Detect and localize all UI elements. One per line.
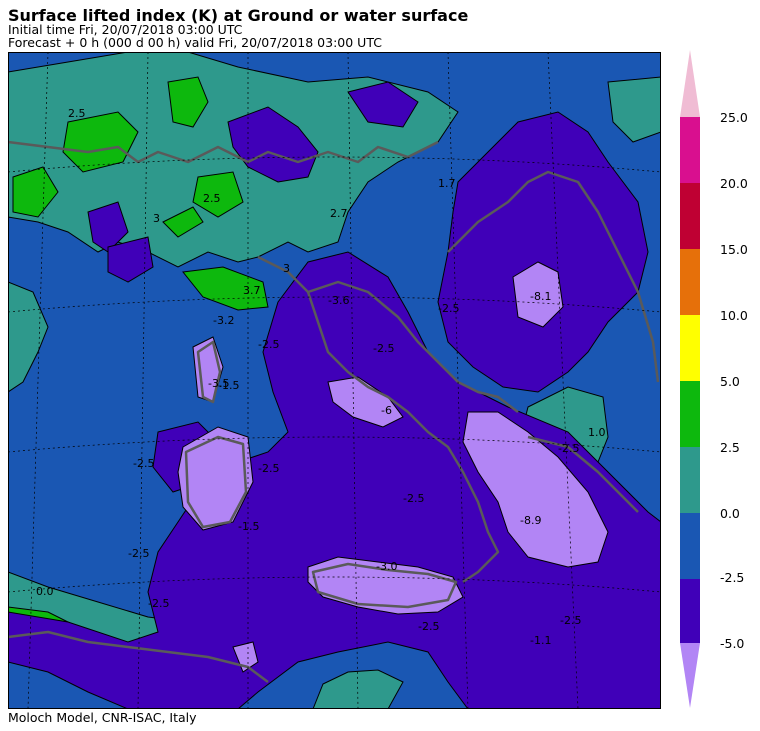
- model-credit: Moloch Model, CNR-ISAC, Italy: [8, 710, 197, 725]
- contour-label: -8.1: [530, 290, 551, 303]
- colorbar-tick: 2.5: [720, 440, 740, 455]
- contour-label: 0.0: [36, 585, 54, 598]
- colorbar-tick: 20.0: [720, 176, 748, 191]
- green-patch-2: [62, 111, 139, 173]
- colorbar-tick: 15.0: [720, 242, 748, 257]
- colorbar-tick: 25.0: [720, 110, 748, 125]
- map-frame: [8, 52, 661, 709]
- teal-region-northeast: [607, 76, 661, 143]
- contour-label: 3.7: [243, 284, 261, 297]
- contour-label: 1.0: [588, 426, 606, 439]
- contour-label: 3: [283, 262, 290, 275]
- colorbar-tick: 10.0: [720, 308, 748, 323]
- contour-label: -1.1: [530, 634, 551, 647]
- contour-label: -1.5: [218, 379, 239, 392]
- colorbar-bin-15-20: [680, 183, 700, 249]
- contour-label: -3.0: [376, 560, 397, 573]
- contour-label: 2.5: [203, 192, 221, 205]
- purple-region-north-3: [347, 81, 419, 128]
- colorbar-bin-5-10: [680, 315, 700, 381]
- contour-label: -6: [381, 404, 392, 417]
- green-patch-5: [162, 206, 204, 238]
- contour-label: 2.7: [330, 207, 348, 220]
- contour-label: -8.9: [520, 514, 541, 527]
- green-patch-3: [12, 166, 59, 218]
- contour-label: -3.6: [328, 294, 349, 307]
- lavender-region-sardinia: [177, 426, 254, 531]
- contour-label: -1.5: [238, 520, 259, 533]
- contour-label: -3.2: [213, 314, 234, 327]
- contour-label: -2.5: [258, 462, 279, 475]
- lavender-region-balkans: [512, 261, 564, 328]
- forecast-label: Forecast + 0 h (000 d 00 h) valid Fri, 2…: [8, 35, 382, 50]
- coastlines: [8, 140, 660, 683]
- contour-label: -2.5: [438, 302, 459, 315]
- green-patch-6: [182, 266, 269, 311]
- contour-label: -2.5: [560, 614, 581, 627]
- green-patch-1: [167, 76, 209, 128]
- colorbar-tick: -5.0: [720, 636, 745, 651]
- lavender-region-adriatic: [462, 411, 609, 568]
- contour-label: -3.5: [208, 377, 229, 390]
- contour-label: 3: [153, 212, 160, 225]
- graticule: [8, 52, 661, 709]
- contour-label: 1.7: [438, 177, 456, 190]
- purple-region-north-2: [107, 236, 154, 283]
- contour-label: -2.5: [148, 597, 169, 610]
- colorbar-under-triangle: [680, 643, 700, 708]
- initial-time-label: Initial time Fri, 20/07/2018 03:00 UTC: [8, 22, 243, 37]
- contour-label: -2.5: [133, 457, 154, 470]
- purple-region-north-1: [87, 201, 129, 253]
- lifted-index-map: 2.5 2.5 3 3.7 1.7 2.7 3 -3.2 -2.5 -1.5 -…: [8, 52, 661, 709]
- lavender-region-tyrrhenian: [327, 376, 404, 428]
- colorbar-bin-0-2.5: [680, 447, 700, 513]
- map-title: Surface lifted index (K) at Ground or wa…: [8, 6, 469, 25]
- purple-region-balkans: [437, 111, 649, 393]
- colorbar-bin-10-15: [680, 249, 700, 315]
- contour-label: -2.5: [403, 492, 424, 505]
- colorbar-tick: 0.0: [720, 506, 740, 521]
- colorbar-bin-20-25: [680, 117, 700, 183]
- contour-label: -2.5: [558, 442, 579, 455]
- teal-region-bottom: [312, 669, 404, 709]
- colorbar-bin-m2.5-0: [680, 513, 700, 579]
- colorbar-bin-2.5-5: [680, 381, 700, 447]
- contour-label: -2.5: [128, 547, 149, 560]
- contour-label: -2.5: [258, 338, 279, 351]
- colorbar-over-triangle: [680, 50, 700, 117]
- green-patch-4: [192, 171, 244, 218]
- contour-label: -2.5: [373, 342, 394, 355]
- colorbar-tick: 5.0: [720, 374, 740, 389]
- contour-label: -2.5: [418, 620, 439, 633]
- purple-region-alps: [227, 106, 319, 183]
- colorbar-tick: -2.5: [720, 570, 745, 585]
- contour-label: 2.5: [68, 107, 86, 120]
- colorbar-bin-m5-m2.5: [680, 579, 700, 643]
